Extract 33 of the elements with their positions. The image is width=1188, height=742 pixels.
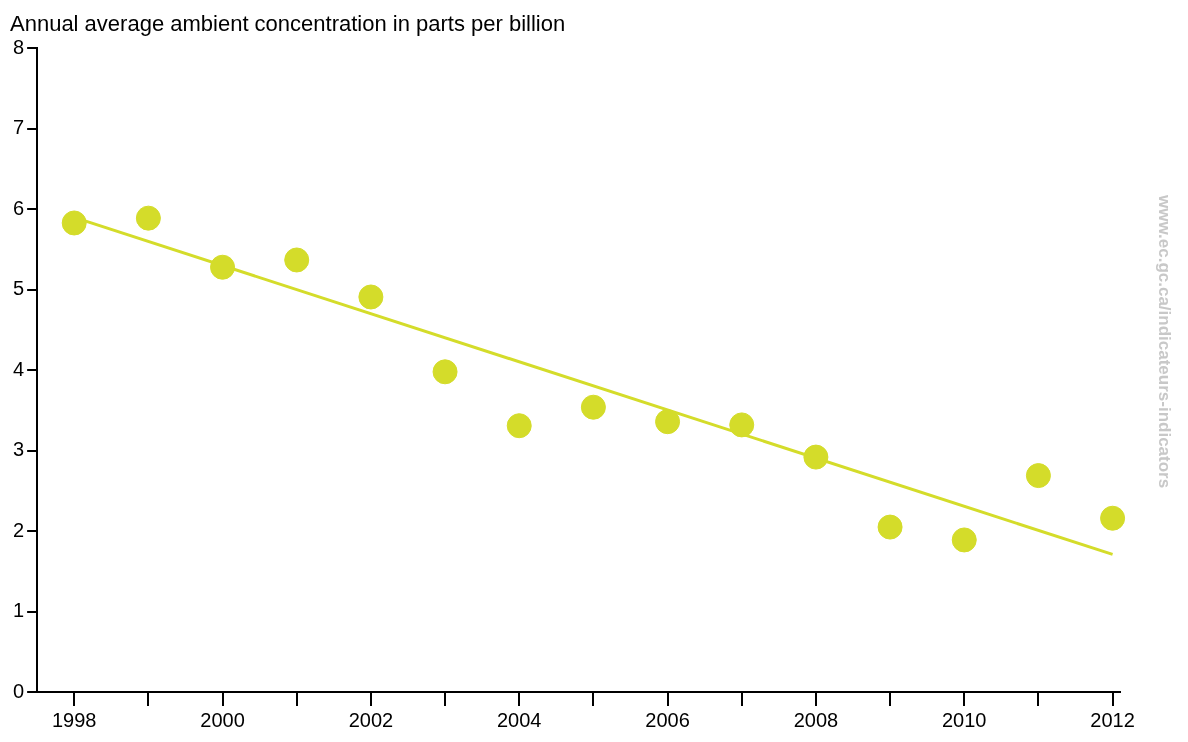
point [729, 412, 755, 438]
chart-title: Annual average ambient concentration in parts per billion [10, 11, 566, 37]
point [506, 413, 532, 439]
x-tick-label: 2000 [200, 708, 245, 731]
y-tick-label: 5 [13, 277, 25, 300]
point [1100, 505, 1126, 531]
x-tick-label: 2012 [1090, 708, 1135, 731]
point [61, 210, 87, 236]
y-tick-label: 7 [13, 116, 25, 139]
point [877, 514, 903, 540]
point [951, 527, 977, 553]
y-tick-label: 6 [13, 196, 25, 219]
x-tick-label: 2010 [941, 708, 987, 731]
y-tick-label: 3 [13, 438, 25, 461]
x-tick-label: 2008 [793, 708, 839, 731]
point [432, 359, 458, 385]
x-tick-label: 2002 [348, 708, 394, 731]
point [655, 409, 681, 435]
x-tick-label: 2006 [645, 708, 690, 731]
y-tick-label: 1 [13, 599, 25, 622]
y-tick-label: 0 [13, 679, 25, 702]
point [358, 284, 384, 310]
point [135, 205, 161, 231]
x-tick-label: 2004 [496, 708, 542, 731]
y-tick-label: 8 [13, 35, 25, 58]
point [580, 394, 606, 420]
point [803, 444, 829, 470]
point [210, 254, 236, 280]
y-tick-label: 4 [13, 357, 25, 380]
x-tick-label: 1998 [51, 708, 97, 731]
y-tick-label: 2 [13, 518, 25, 541]
point [1025, 463, 1051, 489]
point [284, 247, 310, 273]
